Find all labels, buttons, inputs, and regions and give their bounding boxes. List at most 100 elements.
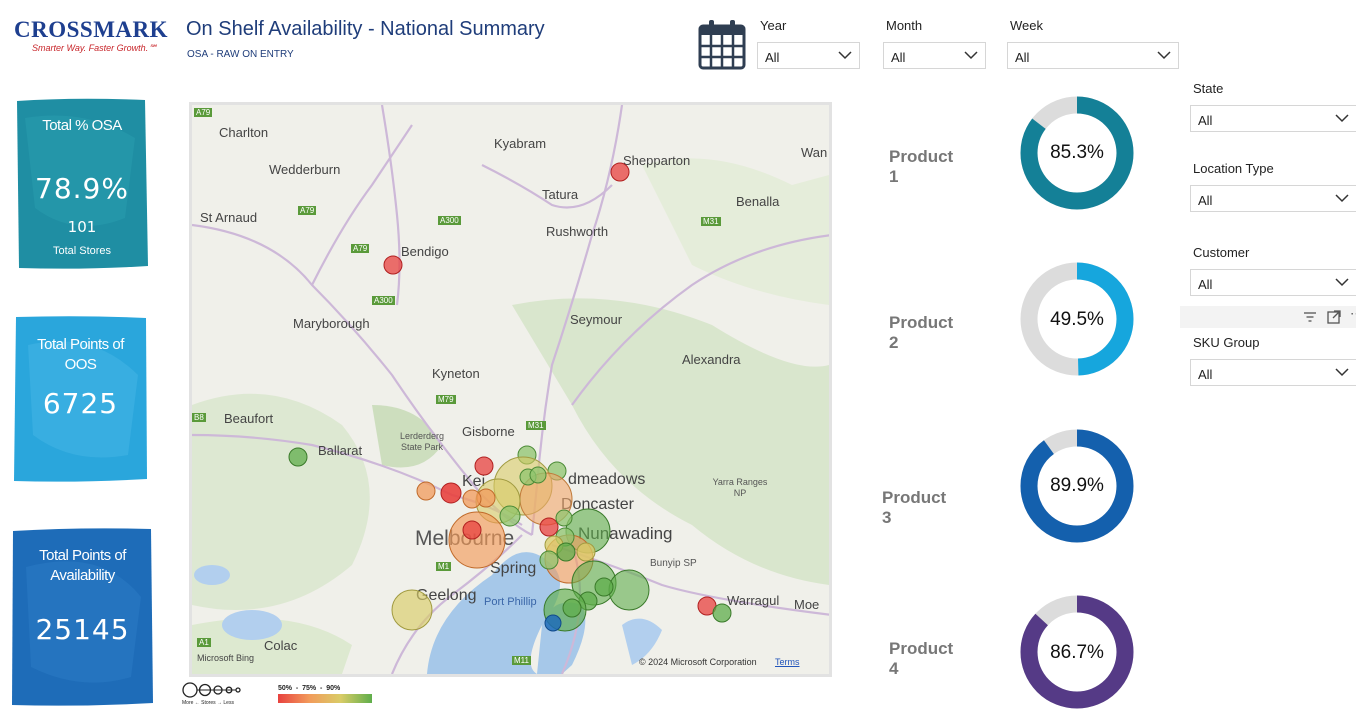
- store-bubble[interactable]: [391, 589, 433, 631]
- store-bubble[interactable]: [594, 577, 614, 597]
- road-shield: A79: [298, 206, 317, 215]
- year-value: All: [765, 50, 780, 65]
- week-dropdown[interactable]: All: [1007, 42, 1179, 69]
- store-bubble[interactable]: [610, 162, 630, 182]
- map-label: Bendigo: [401, 244, 449, 259]
- sku-group-label: SKU Group: [1193, 335, 1260, 350]
- kpi-osa-value: 78.9%: [35, 172, 129, 205]
- map-label: Geelong: [416, 587, 477, 604]
- chevron-down-icon: [1335, 194, 1349, 203]
- map-label: Yarra Ranges NP: [712, 477, 768, 498]
- store-bubble[interactable]: [608, 569, 650, 611]
- store-bubble[interactable]: [555, 509, 573, 527]
- customer-value: All: [1198, 277, 1213, 292]
- page-subtitle: OSA - RAW ON ENTRY: [187, 49, 294, 60]
- road-shield: M11: [512, 656, 531, 665]
- state-dropdown[interactable]: All: [1190, 105, 1356, 132]
- store-bubble[interactable]: [539, 550, 559, 570]
- product-3-value: 89.9%: [1050, 475, 1104, 496]
- store-bubble[interactable]: [462, 520, 482, 540]
- kpi-availability-label: Total Points of Availability: [39, 547, 126, 584]
- store-bubbles-layer: [288, 162, 732, 632]
- kpi-stores-label: Total Stores: [52, 245, 112, 257]
- store-bubble[interactable]: [462, 489, 482, 509]
- store-bubble[interactable]: [499, 505, 521, 527]
- road-shield: A79: [351, 244, 370, 253]
- store-bubble[interactable]: [556, 542, 576, 562]
- store-bubble[interactable]: [474, 456, 494, 476]
- map-label: Beaufort: [224, 411, 274, 426]
- product-2-label: Product 2: [889, 313, 954, 352]
- donut-arc: [1020, 262, 1134, 376]
- road-shield: M31: [701, 217, 721, 226]
- store-bubble[interactable]: [539, 517, 559, 537]
- kpi-osa-label: Total % OSA: [42, 117, 122, 134]
- product-1-donut[interactable]: [1020, 96, 1134, 210]
- bubble-size-legend-icon: [182, 682, 241, 698]
- calendar-icon: [698, 20, 746, 70]
- map-label: Kei: [462, 473, 486, 490]
- kpi-oos-value: 6725: [42, 387, 119, 420]
- state-label: State: [1193, 81, 1224, 96]
- month-value: All: [891, 50, 906, 65]
- map-label: Charlton: [219, 125, 269, 140]
- map-label: Wedderburn: [269, 162, 341, 177]
- store-bubble[interactable]: [440, 482, 462, 504]
- month-dropdown[interactable]: All: [883, 42, 986, 69]
- more-options-icon[interactable]: ⋯: [1350, 306, 1356, 322]
- store-bubble[interactable]: [544, 614, 562, 632]
- donut-arc: [1020, 429, 1134, 543]
- sku-group-dropdown[interactable]: All: [1190, 359, 1356, 386]
- store-bubble[interactable]: [576, 542, 596, 562]
- map-copyright: © 2024 Microsoft Corporation: [639, 657, 757, 667]
- product-2-donut[interactable]: [1020, 262, 1134, 376]
- map-label: Moe: [794, 597, 820, 612]
- location-type-label: Location Type: [1193, 161, 1274, 176]
- year-dropdown[interactable]: All: [757, 42, 860, 69]
- chevron-down-icon: [1335, 114, 1349, 123]
- visual-header-toolbar: ⋯: [1180, 306, 1356, 328]
- road-shield: A300: [372, 296, 395, 305]
- road-shield: A79: [194, 108, 213, 117]
- store-map[interactable]: Charlton Kyabram Shepparton Wan Wedderbu…: [189, 102, 832, 677]
- map-label: Spring: [490, 560, 537, 577]
- state-value: All: [1198, 113, 1213, 128]
- store-bubble[interactable]: [529, 466, 547, 484]
- store-bubble[interactable]: [416, 481, 436, 501]
- chevron-down-icon: [1157, 51, 1171, 60]
- map-label: Seymour: [570, 312, 623, 327]
- map-label: Rushworth: [546, 224, 609, 239]
- product-2-value: 49.5%: [1050, 309, 1104, 330]
- filter-icon[interactable]: [1303, 311, 1317, 323]
- kpi-card-osa: Total % OSA 78.9% 101 Total Stores: [15, 98, 149, 270]
- bubble-size-legend-label: More ← Stores → Less: [182, 700, 234, 706]
- watercolor-background: [17, 98, 148, 269]
- kpi-card-availability: Total Points of Availability 25145: [11, 527, 154, 707]
- map-label: Benalla: [736, 194, 780, 209]
- focus-mode-icon[interactable]: [1327, 310, 1341, 324]
- store-bubble[interactable]: [288, 447, 308, 467]
- product-1-label: Product 1: [889, 147, 954, 186]
- color-scale-bar: [278, 694, 372, 703]
- store-bubble[interactable]: [712, 603, 732, 623]
- road-shield: M1: [436, 562, 452, 571]
- store-bubble[interactable]: [562, 598, 582, 618]
- watercolor-background: [14, 316, 147, 482]
- product-3-donut[interactable]: [1020, 429, 1134, 543]
- road-shield: A300: [438, 216, 461, 225]
- store-bubble[interactable]: [448, 511, 506, 569]
- kpi-stores-value: 101: [67, 218, 97, 236]
- map-label: Gisborne: [462, 424, 515, 439]
- crossmark-logo: CROSSMARK Smarter Way. Faster Growth.℠: [14, 18, 168, 58]
- watercolor-background: [12, 528, 153, 706]
- logo-tagline: Smarter Way. Faster Growth.℠: [32, 43, 158, 53]
- location-type-dropdown[interactable]: All: [1190, 185, 1356, 212]
- product-4-label: Product 4: [889, 639, 954, 678]
- chevron-down-icon: [838, 51, 852, 60]
- product-4-donut[interactable]: [1020, 595, 1134, 709]
- store-bubble[interactable]: [383, 255, 403, 275]
- map-terms-link[interactable]: Terms: [775, 657, 800, 667]
- map-base: [192, 105, 829, 674]
- customer-dropdown[interactable]: All: [1190, 269, 1356, 296]
- sku-group-value: All: [1198, 367, 1213, 382]
